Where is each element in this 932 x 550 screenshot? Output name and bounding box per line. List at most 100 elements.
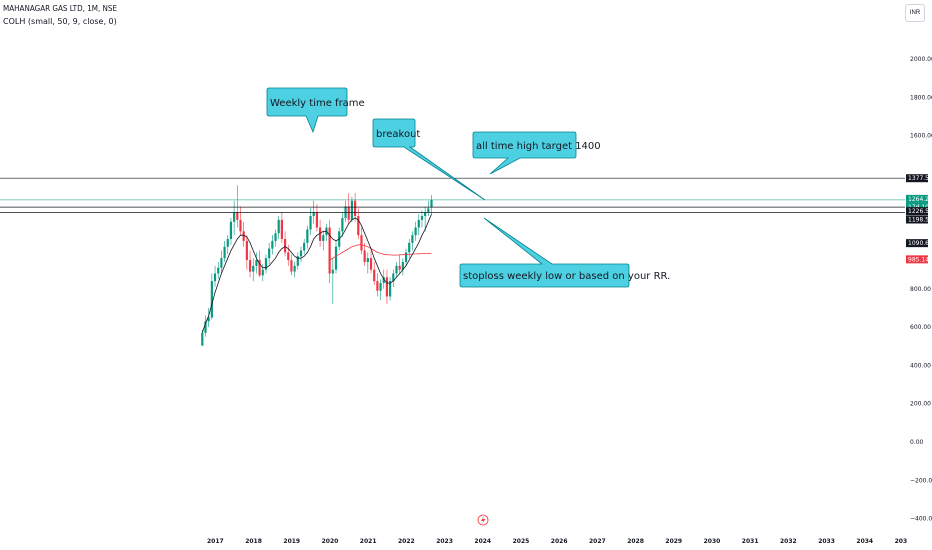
weekly-callout-text: Weekly time frame <box>270 98 365 109</box>
price-tag-text: 1198.50 <box>908 216 932 223</box>
candle <box>404 248 408 266</box>
target-callout-text: all time high target 1400 <box>476 141 601 152</box>
price-axis-label: −400.00 <box>910 516 932 523</box>
candle <box>293 261 296 278</box>
price-tag[interactable]: 1264.20 <box>906 194 932 203</box>
price-tag-text: 1226.50 <box>908 208 932 215</box>
price-axis-label: 2000.00 <box>910 56 932 63</box>
time-axis-label: 2024 <box>474 538 491 545</box>
candle <box>303 239 306 255</box>
time-axis-label: 2017 <box>207 538 224 545</box>
candle <box>424 206 427 232</box>
time-axis-label: 2019 <box>283 538 300 545</box>
candle <box>274 229 277 247</box>
time-axis-label: 2030 <box>704 538 721 545</box>
breakout-callout[interactable]: breakout <box>372 118 486 201</box>
price-tag-text: 985.14 <box>908 256 929 263</box>
weekly-callout[interactable]: Weekly time frame <box>266 87 365 134</box>
candle <box>414 221 417 241</box>
price-axis-label: 400.00 <box>910 362 931 369</box>
candle <box>204 315 207 337</box>
candle <box>392 269 395 287</box>
candle <box>430 194 433 215</box>
candle <box>341 212 344 238</box>
candle <box>264 254 268 274</box>
candle <box>299 246 303 262</box>
red-moving-average-line <box>329 244 432 261</box>
candle <box>322 231 325 251</box>
candle <box>233 200 236 236</box>
lightning-bolt-icon[interactable] <box>477 514 489 526</box>
time-axis: 2017 2018 2019 2020 2021 2022 2023 2024 2025 2026… <box>207 538 907 545</box>
candle <box>239 206 242 236</box>
candle <box>347 193 350 224</box>
price-tag[interactable]: 985.14 <box>906 255 929 264</box>
candle <box>261 263 264 282</box>
candle <box>420 210 424 228</box>
candle <box>226 235 229 255</box>
candle <box>395 261 398 278</box>
price-axis: 2000.00 1800.00 1600.00 800.00 600.00 400.00 2… <box>906 56 932 523</box>
time-axis-label: 2020 <box>322 538 339 545</box>
currency-button[interactable]: INR <box>905 4 925 22</box>
candle <box>363 242 366 266</box>
price-axis-label: 600.00 <box>910 324 931 331</box>
candle <box>229 217 233 245</box>
time-axis-label: 2023 <box>436 538 453 545</box>
candle <box>369 250 373 274</box>
time-axis-label: 2032 <box>780 538 797 545</box>
candle <box>220 250 223 274</box>
candle <box>217 261 220 280</box>
candle <box>376 273 379 297</box>
time-axis-label: 2022 <box>398 538 415 545</box>
time-axis-label: 2028 <box>627 538 644 545</box>
time-axis-label: 2021 <box>360 538 377 545</box>
candle <box>296 252 299 270</box>
time-axis-label: 2025 <box>513 538 530 545</box>
candle <box>401 258 404 276</box>
time-axis-label: 2029 <box>665 538 682 545</box>
candle <box>417 214 420 236</box>
candle <box>366 252 369 274</box>
price-axis-label: −200.00 <box>910 477 932 484</box>
breakout-callout-text: breakout <box>376 129 420 140</box>
candle <box>309 208 312 236</box>
candle <box>213 265 217 287</box>
candle <box>245 235 248 270</box>
price-axis-label: 200.00 <box>910 401 931 408</box>
time-axis-label: 2018 <box>245 538 262 545</box>
candle <box>379 279 382 301</box>
price-axis-label: 0.00 <box>910 439 924 446</box>
candle <box>389 277 392 301</box>
candle <box>360 227 363 255</box>
stoploss-callout[interactable]: stoploss weekly low or based on your RR. <box>459 217 670 288</box>
candle <box>210 273 213 320</box>
indicator-label[interactable]: COLH (small, 50, 9, close, 0) <box>3 17 117 26</box>
candle <box>385 269 389 305</box>
candle <box>408 239 411 259</box>
candle <box>411 231 414 251</box>
stoploss-callout-text: stoploss weekly low or based on your RR. <box>463 271 670 282</box>
black-moving-average-line <box>201 213 432 333</box>
overlays-group <box>0 177 905 333</box>
price-tag[interactable]: 1226.50 <box>906 207 932 216</box>
price-tag-text: 1377.50 <box>908 175 932 182</box>
time-axis-label: 2034 <box>856 538 873 545</box>
candle <box>344 200 347 222</box>
candle <box>331 258 334 305</box>
candle <box>306 225 309 249</box>
price-tag[interactable]: 1090.66 <box>906 239 932 248</box>
candle <box>283 231 287 257</box>
price-tag[interactable]: 1198.50 <box>906 215 932 224</box>
time-axis-label: 2027 <box>589 538 606 545</box>
price-tag[interactable]: 1377.50 <box>906 174 932 183</box>
candle <box>315 204 319 232</box>
time-axis-label: 203 <box>895 538 908 545</box>
target-callout[interactable]: all time high target 1400 <box>472 131 601 175</box>
chart-title[interactable]: MAHANAGAR GAS LTD, 1M, NSE <box>3 4 118 13</box>
candle <box>350 196 354 222</box>
time-axis-label: 2031 <box>742 538 759 545</box>
candle <box>328 219 331 284</box>
price-axis-label: 1800.00 <box>910 94 932 101</box>
